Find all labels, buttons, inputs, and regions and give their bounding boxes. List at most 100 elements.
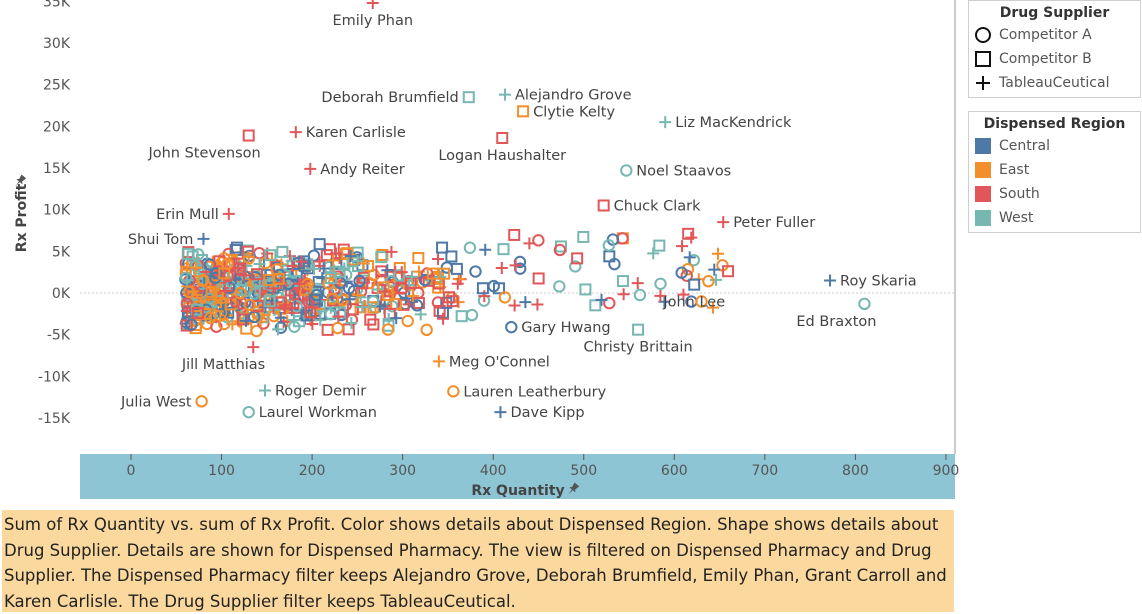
data-point: [251, 300, 264, 313]
x-tick-label: 300: [389, 463, 416, 479]
square-shape-icon: [975, 51, 991, 67]
data-point: [242, 250, 255, 263]
data-point: [274, 311, 287, 324]
x-tick-label: 200: [299, 463, 326, 479]
data-label: Logan Haushalter: [438, 148, 566, 164]
data-point-ed-braxton[interactable]: [858, 297, 871, 311]
data-point: [617, 288, 630, 301]
data-point: [356, 277, 369, 290]
data-point: [438, 267, 451, 280]
data-label: Andy Reiter: [320, 162, 404, 178]
data-point-laurel-workman[interactable]: [242, 405, 255, 419]
data-point: [445, 250, 458, 263]
data-point: [354, 291, 367, 304]
y-axis-pin-icon[interactable]: [12, 174, 27, 189]
y-tick-label: -15K: [38, 411, 71, 427]
data-point-julia-west[interactable]: [195, 395, 208, 408]
data-point-peter-fuller[interactable]: [717, 216, 730, 229]
data-point: [304, 306, 317, 319]
data-point: [263, 295, 276, 308]
y-tick-label: 0K: [52, 286, 71, 302]
data-point-roy-skaria[interactable]: [824, 274, 837, 287]
data-point: [681, 262, 695, 276]
legend-item-south[interactable]: South: [969, 182, 1140, 206]
legend-item-competitor-b[interactable]: Competitor B: [969, 47, 1140, 71]
data-point-christy-brittain[interactable]: [632, 323, 645, 336]
data-point-jill-matthias[interactable]: [247, 341, 260, 354]
legend-label: Central: [999, 138, 1050, 154]
data-point: [295, 255, 308, 268]
data-label: Deborah Brumfield: [321, 90, 458, 106]
data-point: [532, 234, 545, 247]
legend-label: Competitor B: [999, 51, 1092, 67]
data-point-andy-reiter[interactable]: [304, 162, 317, 175]
data-point-karen-carlisle[interactable]: [289, 126, 302, 139]
data-point: [210, 320, 223, 333]
data-point: [276, 245, 289, 258]
data-point: [313, 255, 326, 268]
data-point: [324, 308, 337, 321]
data-point: [603, 296, 616, 310]
legend-item-tableauceutical[interactable]: TableauCeutical: [969, 71, 1140, 95]
data-point-gary-hwang[interactable]: [505, 320, 518, 334]
data-point: [221, 257, 234, 271]
data-label: Jill Matthias: [181, 357, 265, 373]
data-point: [274, 296, 287, 309]
data-point: [286, 260, 299, 273]
legend-label: TableauCeutical: [999, 75, 1110, 91]
data-point-chuck-clark[interactable]: [597, 199, 610, 212]
data-point: [434, 270, 447, 283]
data-point-dave-kipp[interactable]: [494, 406, 507, 419]
data-point-john-stevenson[interactable]: [242, 129, 255, 142]
data-point-john-lee[interactable]: [688, 278, 701, 291]
chart-caption: Sum of Rx Quantity vs. sum of Rx Profit.…: [2, 510, 954, 612]
data-point: [236, 313, 249, 326]
data-point: [508, 228, 521, 241]
legend-item-central[interactable]: Central: [969, 134, 1140, 158]
legend-label: South: [999, 186, 1040, 202]
x-axis-title: Rx Quantity: [471, 483, 564, 499]
data-point: [233, 262, 246, 275]
data-point: [287, 314, 300, 327]
data-point: [351, 289, 364, 302]
data-point: [353, 274, 366, 288]
data-label: Roy Skaria: [840, 274, 917, 290]
data-point: [310, 288, 324, 302]
data-point: [238, 269, 251, 282]
data-point-meg-o-connel[interactable]: [432, 355, 445, 368]
data-point-erin-mull[interactable]: [222, 207, 235, 220]
data-point: [519, 296, 532, 309]
data-point-liz-mackendrick[interactable]: [659, 116, 672, 129]
data-point-logan-haushalter[interactable]: [496, 132, 509, 145]
data-point: [437, 312, 450, 325]
data-point: [221, 270, 235, 283]
data-point: [345, 316, 358, 329]
data-point-shui-tom[interactable]: [197, 232, 210, 245]
legend-item-competitor-a[interactable]: Competitor A: [969, 23, 1140, 47]
x-axis-pin-icon[interactable]: [565, 482, 580, 497]
labeled-marks: Emily Phan Deborah Brumfield Alejandro Gro…: [120, 0, 917, 421]
data-point-lauren-leatherbury[interactable]: [447, 385, 460, 398]
legend-item-west[interactable]: West: [969, 206, 1140, 230]
data-point: [569, 260, 582, 273]
data-point-emily-phan[interactable]: [366, 0, 379, 10]
data-point: [532, 272, 545, 285]
legend-item-east[interactable]: East: [969, 158, 1140, 182]
data-point: [602, 239, 616, 252]
data-point: [367, 268, 381, 282]
data-point-clytie-kelty[interactable]: [517, 105, 530, 118]
data-point-noel-staavos[interactable]: [620, 164, 633, 177]
data-point-deborah-brumfield[interactable]: [462, 91, 475, 104]
data-point: [553, 280, 566, 293]
dispensed-region-legend: Dispensed Region Central East South West: [968, 111, 1141, 233]
data-point: [185, 318, 198, 331]
data-label: Erin Mull: [156, 207, 219, 223]
data-point: [647, 247, 660, 260]
data-label: Chuck Clark: [614, 199, 701, 215]
data-point: [395, 266, 408, 279]
data-point-alejandro-grove[interactable]: [498, 88, 511, 101]
x-axis: 0 100 200 300 400 500 600 700 800 900: [127, 454, 959, 479]
data-point: [706, 301, 719, 314]
data-point: [478, 290, 491, 303]
data-point-roger-demir[interactable]: [259, 384, 272, 397]
